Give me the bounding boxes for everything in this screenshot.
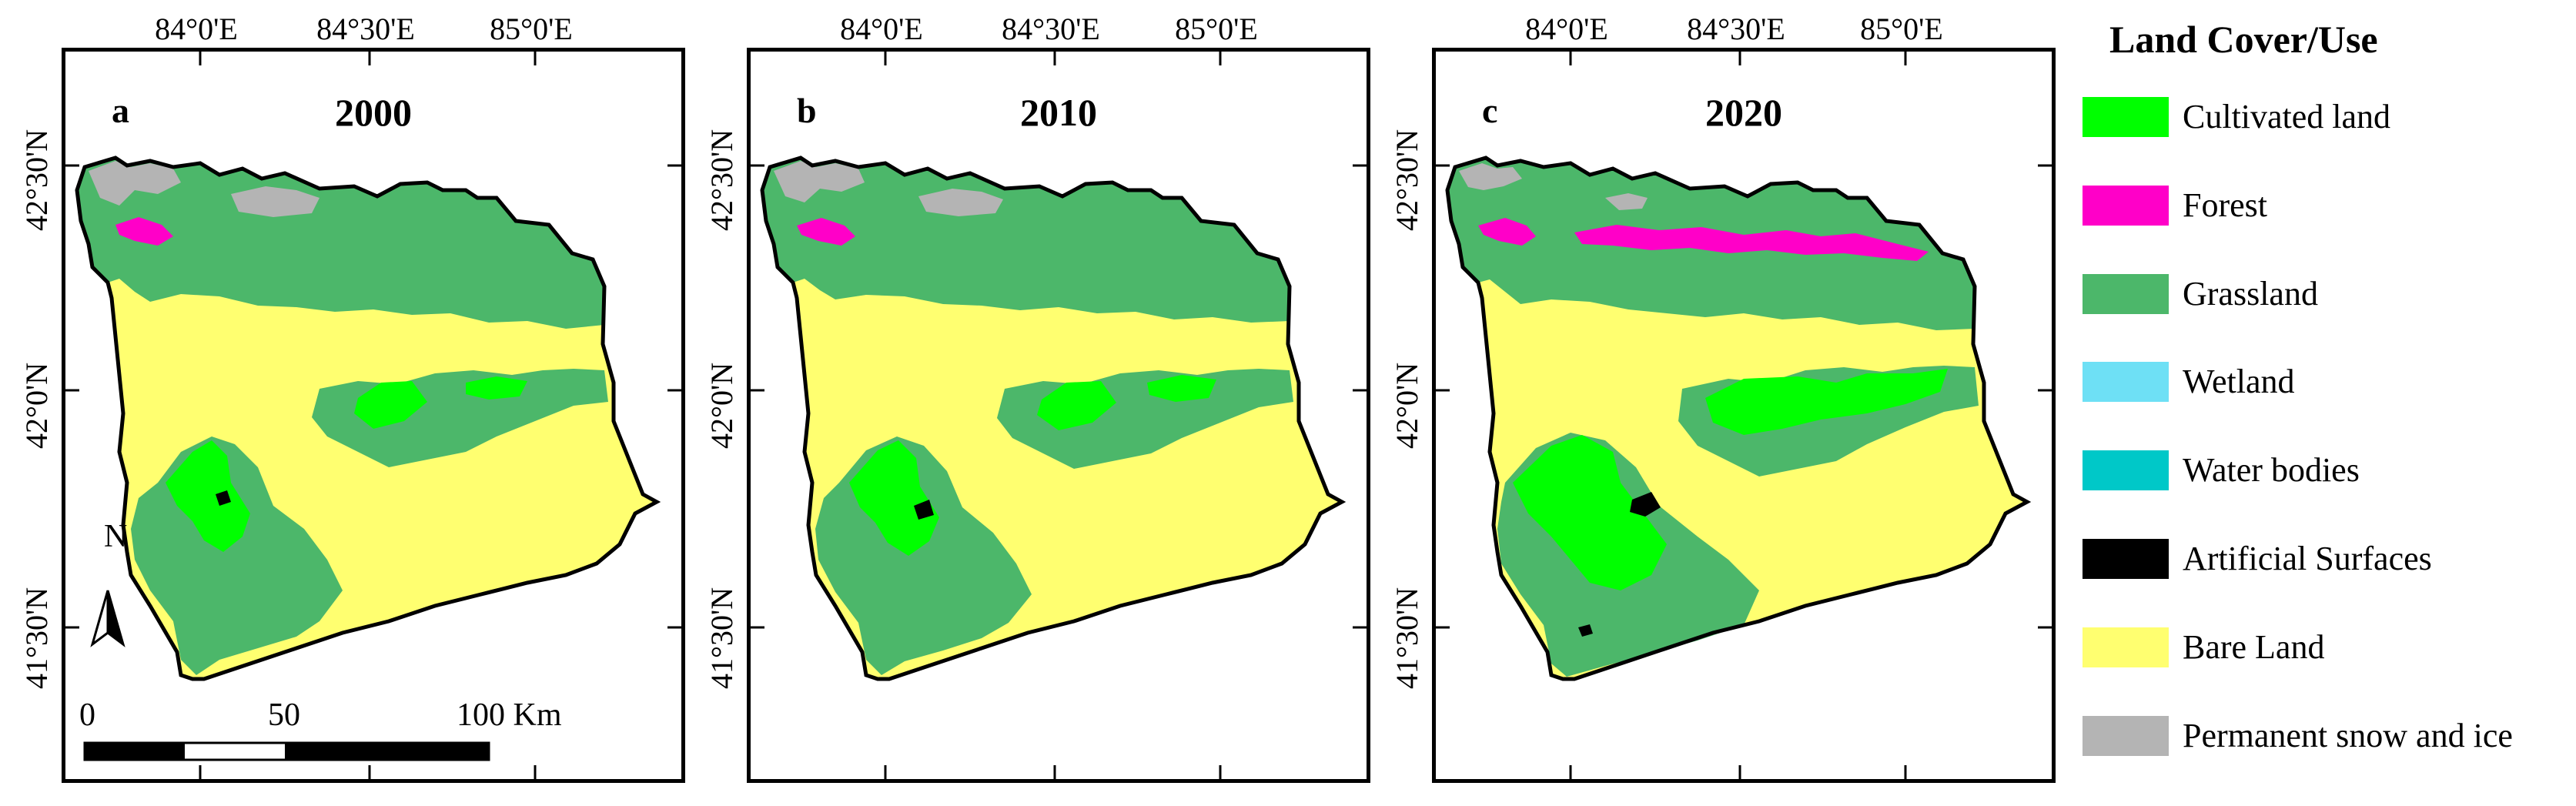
lon-label-85-0: 85°0'E xyxy=(1860,12,1943,46)
scale-tick-100: 100 Km xyxy=(457,697,562,733)
legend-swatch xyxy=(2083,716,2169,756)
legend-label: Cultivated land xyxy=(2183,98,2391,135)
scale-bar xyxy=(83,741,490,761)
legend-swatch xyxy=(2083,186,2169,226)
panel-year-title: 2000 xyxy=(335,91,412,134)
lon-label-84-30: 84°30'E xyxy=(316,12,415,46)
scale-tick-0: 0 xyxy=(79,697,95,733)
legend-swatch xyxy=(2083,627,2169,667)
legend-label: Grassland xyxy=(2183,275,2318,313)
land-cover-map-2010 xyxy=(751,52,1367,779)
legend-label: Water bodies xyxy=(2183,451,2360,489)
lon-label-84-0: 84°0'E xyxy=(840,12,923,46)
map-panel-2010: b 2010 xyxy=(747,48,1370,783)
graticule xyxy=(751,52,1367,779)
snow-ice-region xyxy=(89,161,319,217)
lat-label-41-30: 41°30'N xyxy=(1390,587,1424,689)
forest-region xyxy=(797,218,855,246)
panel-letter: a xyxy=(112,91,129,130)
forest-region xyxy=(115,217,173,246)
lat-label-42-30: 42°30'N xyxy=(704,129,739,231)
artificial-surface-patch xyxy=(914,500,934,520)
lat-label-42-0: 42°0'N xyxy=(19,362,54,449)
cultivated-land-south xyxy=(166,440,250,552)
legend-title: Land Cover/Use xyxy=(2109,18,2378,61)
artificial-surface-patch xyxy=(1578,492,1661,637)
scale-tick-50: 50 xyxy=(268,697,300,733)
lat-label-42-0: 42°0'N xyxy=(1390,362,1424,449)
land-cover-map-2000 xyxy=(65,52,681,779)
cultivated-land-south xyxy=(1513,435,1667,590)
cultivated-land-south xyxy=(849,440,939,556)
lon-label-84-30: 84°30'E xyxy=(1002,12,1100,46)
legend-swatch xyxy=(2083,362,2169,402)
graticule xyxy=(1436,52,2052,779)
lon-label-84-30: 84°30'E xyxy=(1687,12,1785,46)
snow-ice-region xyxy=(774,161,1003,216)
cultivated-land-central xyxy=(354,381,427,429)
forest-region xyxy=(1478,218,1929,261)
grassland-north-band xyxy=(762,158,1290,323)
panel-letter: b xyxy=(797,91,817,130)
lon-label-84-0: 84°0'E xyxy=(1525,12,1608,46)
lon-label-84-0: 84°0'E xyxy=(155,12,238,46)
lat-label-42-0: 42°0'N xyxy=(704,362,739,449)
lat-label-42-30: 42°30'N xyxy=(19,129,54,231)
legend-label: Wetland xyxy=(2183,363,2295,400)
legend-swatch xyxy=(2083,274,2169,314)
grassland-north-band xyxy=(77,158,604,329)
study-area-boundary xyxy=(1445,156,2032,681)
legend-swatch xyxy=(2083,97,2169,137)
study-area-boundary xyxy=(760,156,1347,681)
lon-label-85-0: 85°0'E xyxy=(490,12,573,46)
panel-letter: c xyxy=(1482,91,1498,130)
panel-year-title: 2010 xyxy=(1020,91,1097,134)
legend-label: Artificial Surfaces xyxy=(2183,540,2432,577)
study-area-boundary xyxy=(75,156,661,681)
cultivated-land-east xyxy=(1147,375,1216,402)
cultivated-land-central xyxy=(1037,381,1116,430)
snow-ice-region xyxy=(1459,163,1648,210)
north-arrow-label: N xyxy=(104,519,128,554)
lon-label-85-0: 85°0'E xyxy=(1175,12,1258,46)
legend-swatch xyxy=(2083,539,2169,579)
legend-label: Forest xyxy=(2183,186,2267,224)
legend-label: Permanent snow and ice xyxy=(2183,717,2513,754)
north-arrow xyxy=(90,590,125,647)
legend-swatch xyxy=(2083,450,2169,490)
panel-year-title: 2020 xyxy=(1705,91,1782,134)
lat-label-42-30: 42°30'N xyxy=(1390,129,1424,231)
map-panel-2020: c 2020 xyxy=(1432,48,2056,783)
lat-label-41-30: 41°30'N xyxy=(19,587,54,689)
lat-label-41-30: 41°30'N xyxy=(704,587,739,689)
map-panel-2000: a 2000 N 0 50 100 Km xyxy=(62,48,685,783)
artificial-surface-patch xyxy=(216,490,231,506)
land-cover-map-2020 xyxy=(1436,52,2052,779)
cultivated-land-central xyxy=(1705,369,1948,435)
graticule xyxy=(65,52,681,779)
cultivated-land-east xyxy=(466,376,527,400)
legend-label: Bare Land xyxy=(2183,628,2325,666)
